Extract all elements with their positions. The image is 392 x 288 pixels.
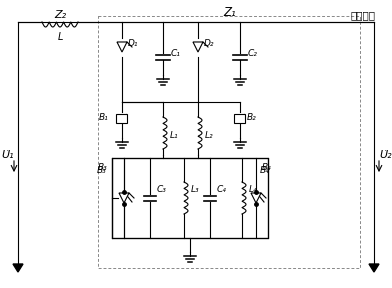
Text: D₂: D₂ (204, 39, 214, 48)
Text: B₃: B₃ (97, 166, 107, 175)
Text: D₁: D₁ (128, 39, 138, 48)
Polygon shape (13, 264, 23, 272)
Bar (116, 113, 127, 122)
Text: L₂: L₂ (205, 130, 214, 139)
Text: B₂: B₂ (247, 113, 257, 122)
Text: B₄: B₄ (262, 164, 272, 173)
Text: U̇₂: U̇₂ (379, 150, 392, 160)
Text: B₃: B₃ (98, 164, 108, 173)
Text: B₄: B₄ (260, 166, 270, 175)
Text: L: L (57, 32, 63, 42)
Bar (234, 113, 245, 122)
Text: C₄: C₄ (217, 185, 227, 194)
Polygon shape (119, 193, 129, 203)
Text: B₁: B₁ (99, 113, 109, 122)
Polygon shape (193, 42, 203, 52)
Text: U̇₁: U̇₁ (2, 150, 14, 160)
Bar (112, 158, 268, 238)
Text: Z₁: Z₁ (223, 6, 236, 19)
Bar (98, 16, 360, 268)
Text: C₂: C₂ (248, 48, 258, 58)
Text: 直流线路: 直流线路 (351, 10, 376, 20)
Text: C₁: C₁ (171, 48, 181, 58)
Text: L₁: L₁ (170, 130, 179, 139)
Text: L₃: L₃ (191, 185, 200, 194)
Text: C₃: C₃ (157, 185, 167, 194)
Polygon shape (117, 42, 127, 52)
Polygon shape (251, 193, 261, 203)
Polygon shape (369, 264, 379, 272)
Text: Z₂: Z₂ (54, 10, 66, 20)
Text: L₄: L₄ (249, 185, 258, 194)
